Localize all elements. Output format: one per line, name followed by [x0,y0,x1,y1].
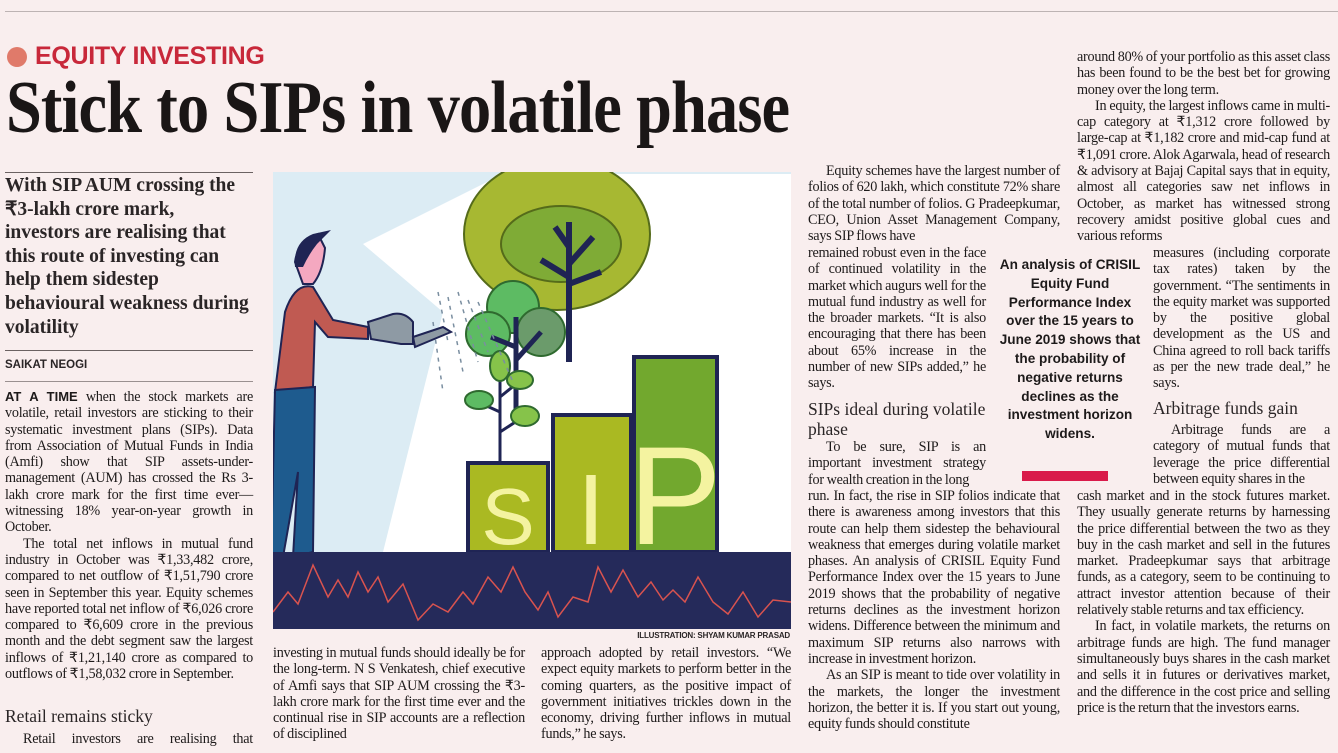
paragraph: In equity, the largest inflows came in m… [1077,97,1330,245]
subheading: Arbitrage funds gain [1153,398,1298,418]
paragraph: approach adopted by retail investors. “W… [541,645,791,743]
sapling-leaf [489,350,511,382]
paragraph: investing in mutual funds should ideally… [273,645,525,743]
column-1: AT A TIME when the stock markets are vol… [5,389,253,682]
subheading: SIPs ideal during volatile phase [808,399,986,439]
paragraph: Equity schemes have the largest number o… [808,163,1060,245]
paragraph: Arbitrage funds are a category of mutual… [1153,422,1330,487]
man-trousers [273,385,317,559]
ground-band [273,552,791,629]
column-4-bottom: run. In fact, the rise in SIP folios ind… [808,488,1060,732]
column-5-narrow-2: Arbitrage funds are a category of mutual… [1153,422,1330,487]
paragraph: run. In fact, the rise in SIP folios ind… [808,488,1060,667]
letter-i: I [577,454,605,566]
column-4-top: Equity schemes have the largest number o… [808,163,1060,244]
column-5-narrow: measures (including corporate tax rates)… [1153,245,1330,392]
big-tree-trunk [539,222,603,362]
sip-illustration: S I P [273,172,791,629]
column-5-top: around 80% of your portfolio as this ass… [1077,49,1330,245]
section-kicker: EQUITY INVESTING [7,42,265,71]
kicker-text: EQUITY INVESTING [35,42,265,70]
standfirst-rule-top [5,172,253,173]
standfirst: With SIP AUM crossing the ₹3-lakh crore … [5,175,249,338]
column-3: approach adopted by retail investors. “W… [541,645,791,743]
market-line [273,563,791,622]
column-4-narrow-2: To be sure, SIP is an important investme… [808,439,986,488]
standfirst-rule-bottom [5,350,253,351]
column-5-bottom: cash market and in the stock futures mar… [1077,488,1330,716]
paragraph: In fact, in volatile markets, the return… [1077,618,1330,716]
subheading: Retail remains sticky [5,706,153,726]
byline-rule [5,381,253,382]
pull-quote: An analysis of CRISIL Equity Fund Perfor… [999,257,1141,442]
man-shirt [273,285,369,394]
top-rule [5,11,1338,12]
paragraph-text: when the stock markets are volatile, ret… [5,389,253,536]
paragraph: Retail investors are realising that [23,731,253,747]
paragraph: remained robust even in the face of cont… [808,245,986,392]
paragraph: cash market and in the stock futures mar… [1077,488,1330,619]
paragraph: AT A TIME when the stock markets are vol… [5,389,253,536]
letter-s: S [481,472,534,561]
paragraph: To be sure, SIP is an important investme… [808,439,986,488]
pull-quote-bar [1022,471,1108,481]
water-drops [432,291,514,393]
paragraph: measures (including corporate tax rates)… [1153,245,1330,392]
illustration-credit: ILLUSTRATION: SHYAM KUMAR PRASAD [637,631,790,640]
paragraph: The total net inflows in mutual fund ind… [5,535,253,683]
paragraph: As an SIP is meant to tide over volatili… [808,667,1060,733]
paragraph: around 80% of your portfolio as this ass… [1077,49,1330,98]
block-p [632,355,719,554]
bullet-dot-icon [7,46,27,67]
letter-p: P [628,417,721,574]
lead-in: AT A TIME [5,389,78,404]
headline: Stick to SIPs in volatile phase [6,67,790,149]
byline: SAIKAT NEOGI [5,359,88,371]
block-i [551,413,633,554]
column-4-narrow: remained robust even in the face of cont… [808,245,986,392]
watering-can-icon [366,312,414,345]
column-1-continued: Retail investors are realising that [5,731,253,747]
column-2: investing in mutual funds should ideally… [273,645,525,743]
